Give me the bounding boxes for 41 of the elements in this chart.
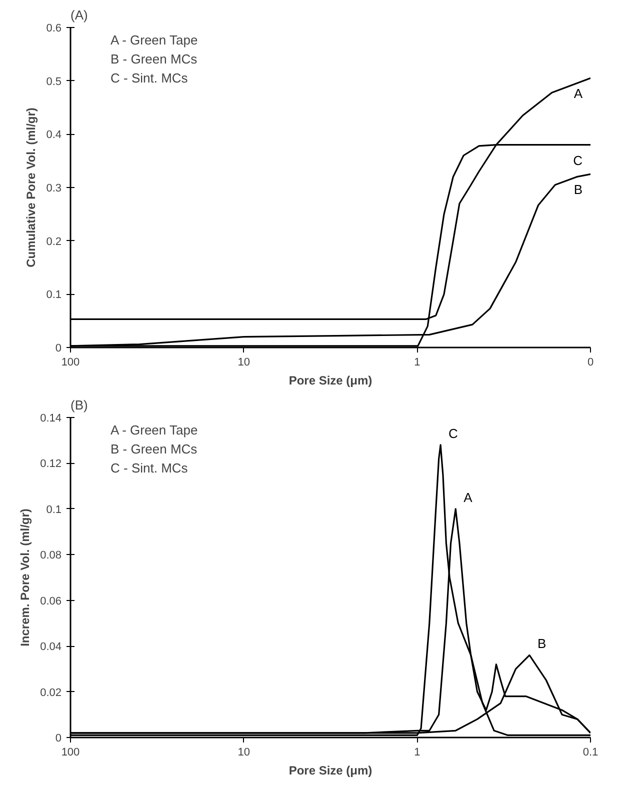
y-tick-label: 0.02 <box>40 686 62 699</box>
y-tick-label: 0.5 <box>46 76 62 88</box>
chart-title: (B) <box>70 398 88 412</box>
x-tick-label: 1 <box>414 356 420 368</box>
x-tick-label: 10 <box>238 356 250 368</box>
x-tick-label: 1 <box>414 746 420 758</box>
annotation: C - Sint. MCs <box>110 460 188 476</box>
y-tick-label: 0.04 <box>40 641 62 654</box>
y-tick-label: 0.1 <box>46 504 62 516</box>
annotation: C - Sint. MCs <box>110 70 188 86</box>
x-tick-label: 10 <box>238 746 250 758</box>
annotation: A - Green Tape <box>110 422 198 438</box>
x-axis-title: Pore Size (μm) <box>288 374 372 388</box>
series-label: A <box>574 86 583 102</box>
y-axis-title: Increm. Pore Vol. (ml/gr) <box>18 508 32 646</box>
x-axis-title: Pore Size (μm) <box>288 764 372 778</box>
y-tick-label: 0.08 <box>40 550 62 562</box>
y-tick-label: 0 <box>55 342 62 354</box>
x-tick-label: 0.1 <box>582 746 598 758</box>
y-tick-label: 0.4 <box>46 129 62 142</box>
x-tick-label: 0 <box>587 356 594 368</box>
series-label: C <box>448 426 458 441</box>
series-label: B <box>574 182 582 198</box>
series-label: A <box>464 490 473 505</box>
y-tick-label: 0.06 <box>40 595 62 608</box>
y-tick-label: 0.1 <box>46 289 62 302</box>
series-label: B <box>537 636 546 652</box>
chart-title: (A) <box>70 8 88 22</box>
annotation: B - Green MCs <box>110 442 198 456</box>
y-tick-label: 0.6 <box>46 22 62 34</box>
y-tick-label: 0.12 <box>40 458 62 470</box>
y-tick-label: 0.2 <box>46 236 62 248</box>
annotation: B - Green MCs <box>110 52 198 66</box>
series-label: C <box>573 152 582 168</box>
y-tick-label: 0.3 <box>46 182 62 194</box>
x-tick-label: 100 <box>61 356 80 368</box>
y-tick-label: 0.14 <box>40 412 62 424</box>
x-tick-label: 100 <box>61 746 80 758</box>
y-axis-title: Cumulative Pore Vol. (ml/gr) <box>24 108 38 268</box>
y-tick-label: 0 <box>55 732 62 744</box>
annotation: A - Green Tape <box>110 32 198 48</box>
